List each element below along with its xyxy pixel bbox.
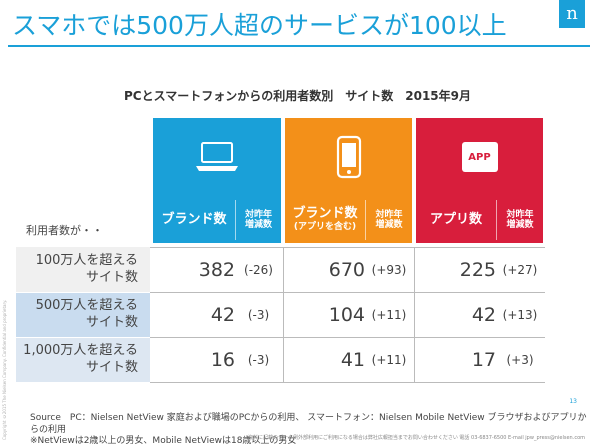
laptop-icon [153,118,281,196]
smartphone-yoy-value: (+11) [371,352,407,367]
smartphone-brand-count: 670 [328,258,365,281]
pc-brand-count: 16 [210,348,235,371]
smartphone-brand-count: 41 [340,348,365,371]
press-contact-note: 資料に記載のデータ例外部利用にご利用になる場合は弊社広報担当までお問い合わせくだ… [247,435,585,441]
header-app: APP アプリ数 対昨年 増減数 [416,118,543,243]
pc-brand-count: 42 [210,303,235,326]
smartphone-yoy-value: (+93) [371,262,407,277]
header-pc: ブランド数 対昨年 増減数 [153,118,281,243]
row-label-10m: 1,000万人を超える サイト数 [16,337,150,382]
header-smartphone: ブランド数 (アプリを含む) 対昨年 増減数 [285,118,412,243]
title-divider [8,45,590,47]
app-yoy-value: (+27) [502,262,538,277]
row-separator [150,337,545,338]
column-separator [414,247,415,382]
slide-title: スマホでは500万人超のサービスが100以上 [12,11,507,40]
copyright-side-note: Copyright ©2015 The Nielsen Company. Con… [2,299,7,440]
nielsen-logo: n [559,0,585,28]
pc-brand-count: 382 [198,258,235,281]
app-icon-text: APP [468,151,491,163]
app-count: 225 [459,258,496,281]
pc-yoy-header: 対昨年 増減数 [244,209,272,230]
users-label: 利用者数が・・ [26,224,103,237]
app-yoy-value: (+13) [502,307,538,322]
app-yoy-value: (+3) [506,352,534,367]
footnote-source: Source PC：Nielsen NetView 家庭および職場のPCからの利… [30,413,587,435]
footnote: Source PC：Nielsen NetView 家庭および職場のPCからの利… [30,413,595,448]
header-divider [496,200,497,240]
smartphone-icon [285,118,412,196]
row-label-5m: 500万人を超える サイト数 [16,292,150,337]
page-number: 13 [569,398,577,405]
row-separator [16,337,150,338]
app-count: 42 [471,303,496,326]
pc-yoy-value: (-26) [244,262,273,277]
app-yoy-header: 対昨年 増減数 [506,209,534,230]
row-separator [16,292,150,293]
app-count-header: アプリ数 [429,211,482,227]
footnote-note: ※NetViewは2歳以上の男女、Mobile NetViewは18歳以上の男女 [30,436,297,447]
app-count: 17 [471,348,496,371]
table-caption: PCとスマートフォンからの利用者数別 サイト数 2015年9月 [124,89,471,103]
pc-yoy-value: (-3) [247,307,270,322]
smartphone-yoy-value: (+11) [371,307,407,322]
smartphone-yoy-header: 対昨年 増減数 [375,209,403,230]
column-separator [283,247,284,382]
row-label-1m: 100万人を超える サイト数 [16,247,150,292]
row-separator [150,292,545,293]
row-separator [150,247,545,248]
pc-brand-header: ブランド数 [161,211,227,227]
smartphone-brand-count: 104 [328,303,365,326]
app-icon: APP [416,118,543,196]
pc-yoy-value: (-3) [247,352,270,367]
row-separator [150,382,545,383]
header-divider [235,200,236,240]
smartphone-brand-header: ブランド数 (アプリを含む) [292,206,358,233]
header-divider [365,200,366,240]
